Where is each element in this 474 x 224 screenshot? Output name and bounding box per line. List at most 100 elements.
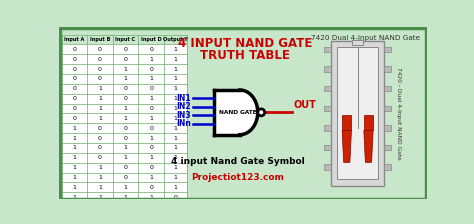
Text: 1: 1 bbox=[98, 106, 102, 111]
Text: 0: 0 bbox=[124, 47, 128, 52]
Text: 1: 1 bbox=[173, 47, 177, 52]
Text: 4 INPUT NAND GATE: 4 INPUT NAND GATE bbox=[178, 37, 312, 50]
Text: 0: 0 bbox=[124, 136, 128, 141]
Text: 1: 1 bbox=[73, 126, 76, 131]
Text: 1: 1 bbox=[149, 57, 153, 62]
FancyBboxPatch shape bbox=[384, 106, 391, 111]
Text: 0: 0 bbox=[124, 126, 128, 131]
Text: 0: 0 bbox=[73, 86, 76, 91]
Circle shape bbox=[258, 109, 264, 116]
Text: 0: 0 bbox=[124, 165, 128, 170]
FancyBboxPatch shape bbox=[324, 106, 331, 111]
Text: Input C: Input C bbox=[116, 37, 136, 42]
FancyBboxPatch shape bbox=[342, 114, 351, 131]
Text: NAND GATE: NAND GATE bbox=[219, 110, 257, 115]
FancyBboxPatch shape bbox=[364, 114, 373, 131]
Text: 4 input Nand Gate Symbol: 4 input Nand Gate Symbol bbox=[171, 157, 304, 166]
Text: 1: 1 bbox=[98, 165, 102, 170]
Text: 0: 0 bbox=[73, 57, 76, 62]
Text: 0: 0 bbox=[149, 47, 153, 52]
Text: 1: 1 bbox=[149, 76, 153, 82]
Text: 1: 1 bbox=[173, 76, 177, 82]
FancyBboxPatch shape bbox=[384, 125, 391, 131]
Text: 1: 1 bbox=[173, 185, 177, 190]
FancyBboxPatch shape bbox=[324, 47, 331, 52]
Text: 0: 0 bbox=[149, 145, 153, 151]
Text: 0: 0 bbox=[149, 106, 153, 111]
Text: 1: 1 bbox=[73, 165, 76, 170]
FancyBboxPatch shape bbox=[324, 86, 331, 91]
FancyBboxPatch shape bbox=[324, 67, 331, 72]
PathPatch shape bbox=[214, 90, 258, 135]
Text: Projectiot123.com: Projectiot123.com bbox=[191, 172, 284, 181]
Text: 0: 0 bbox=[149, 185, 153, 190]
Text: 1: 1 bbox=[173, 175, 177, 180]
Text: 1: 1 bbox=[124, 67, 128, 72]
Text: 1: 1 bbox=[98, 96, 102, 101]
FancyBboxPatch shape bbox=[384, 67, 391, 72]
FancyBboxPatch shape bbox=[384, 86, 391, 91]
Text: 0: 0 bbox=[98, 126, 102, 131]
Text: 1: 1 bbox=[73, 136, 76, 141]
FancyBboxPatch shape bbox=[62, 34, 187, 44]
Text: 0: 0 bbox=[149, 67, 153, 72]
Text: 0: 0 bbox=[149, 126, 153, 131]
FancyBboxPatch shape bbox=[324, 145, 331, 150]
Text: 0: 0 bbox=[73, 67, 76, 72]
Text: 1: 1 bbox=[124, 155, 128, 160]
FancyBboxPatch shape bbox=[62, 34, 187, 202]
Text: INn: INn bbox=[176, 119, 191, 128]
Text: 0: 0 bbox=[124, 57, 128, 62]
Text: 0: 0 bbox=[98, 57, 102, 62]
Text: 1: 1 bbox=[124, 106, 128, 111]
Text: 1: 1 bbox=[98, 86, 102, 91]
Text: 0: 0 bbox=[124, 175, 128, 180]
Text: Input D: Input D bbox=[141, 37, 162, 42]
Text: Input B: Input B bbox=[90, 37, 110, 42]
FancyBboxPatch shape bbox=[384, 164, 391, 170]
Text: 0: 0 bbox=[173, 195, 177, 200]
Text: 1: 1 bbox=[149, 175, 153, 180]
Text: 0: 0 bbox=[98, 155, 102, 160]
FancyBboxPatch shape bbox=[352, 40, 363, 45]
Text: 1: 1 bbox=[149, 116, 153, 121]
Text: 1: 1 bbox=[173, 116, 177, 121]
Text: 1: 1 bbox=[149, 195, 153, 200]
Text: 1: 1 bbox=[149, 155, 153, 160]
Text: 1: 1 bbox=[173, 126, 177, 131]
Text: 0: 0 bbox=[73, 106, 76, 111]
FancyBboxPatch shape bbox=[331, 41, 384, 185]
Text: 0: 0 bbox=[73, 47, 76, 52]
Text: 0: 0 bbox=[149, 86, 153, 91]
Text: 1: 1 bbox=[124, 116, 128, 121]
Text: 1: 1 bbox=[98, 185, 102, 190]
Text: 1: 1 bbox=[73, 195, 76, 200]
Polygon shape bbox=[342, 131, 351, 162]
Text: 1: 1 bbox=[173, 67, 177, 72]
Text: 1: 1 bbox=[73, 155, 76, 160]
Text: Input A: Input A bbox=[64, 37, 84, 42]
Text: 1: 1 bbox=[173, 96, 177, 101]
FancyBboxPatch shape bbox=[324, 164, 331, 170]
Text: 1: 1 bbox=[98, 195, 102, 200]
Text: 1: 1 bbox=[149, 136, 153, 141]
Text: 0: 0 bbox=[124, 96, 128, 101]
Text: 1: 1 bbox=[98, 175, 102, 180]
Text: 1: 1 bbox=[124, 76, 128, 82]
Text: 0: 0 bbox=[73, 76, 76, 82]
Text: 1: 1 bbox=[173, 136, 177, 141]
Text: 1: 1 bbox=[124, 185, 128, 190]
Text: 1: 1 bbox=[173, 155, 177, 160]
Text: 1: 1 bbox=[173, 57, 177, 62]
Text: 1: 1 bbox=[73, 145, 76, 151]
Text: 0: 0 bbox=[98, 47, 102, 52]
Text: IN1: IN1 bbox=[176, 94, 191, 103]
Text: 1: 1 bbox=[173, 145, 177, 151]
Text: Output Y: Output Y bbox=[163, 37, 188, 42]
Text: IN2: IN2 bbox=[176, 102, 191, 111]
Text: TRUTH TABLE: TRUTH TABLE bbox=[201, 49, 290, 62]
Text: 0: 0 bbox=[98, 145, 102, 151]
Text: 0: 0 bbox=[149, 165, 153, 170]
FancyBboxPatch shape bbox=[384, 145, 391, 150]
FancyBboxPatch shape bbox=[324, 125, 331, 131]
